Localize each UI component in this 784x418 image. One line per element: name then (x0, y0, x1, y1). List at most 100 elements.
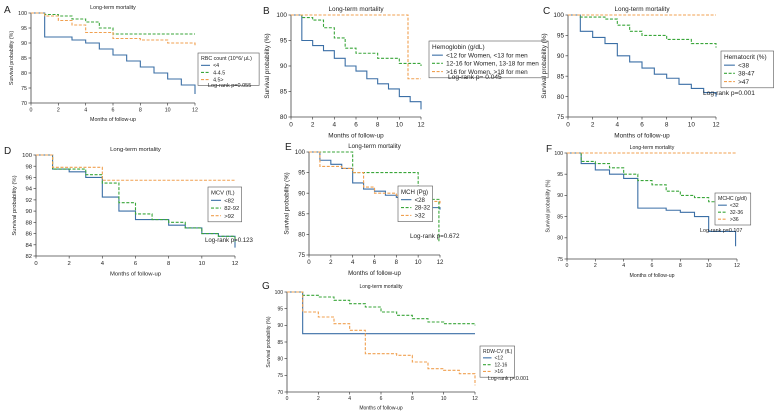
chart-title: Long-term mortality (614, 6, 670, 13)
legend-entry: <38 (738, 62, 749, 69)
x-tick-label: 12 (734, 263, 740, 269)
legend: Hemoglobin (g/dL)<12 for Women, <13 for … (428, 40, 549, 79)
legend-entry: 4-4.5 (213, 70, 225, 76)
series-line-2 (36, 154, 236, 242)
logrank-annotation: Log-rank p=0.107 (700, 228, 742, 234)
x-tick-label: 6 (354, 121, 358, 128)
y-tick-label: 100 (276, 12, 287, 19)
x-tick-label: 12 (472, 396, 478, 402)
x-axis-label: Months of follow-up (359, 406, 403, 412)
y-tick-label: 95 (557, 33, 565, 40)
x-tick-label: 4 (616, 121, 620, 128)
x-tick-label: 0 (307, 259, 311, 266)
y-tick-label: 85 (557, 214, 563, 220)
y-tick-label: 100 (275, 290, 284, 296)
y-tick-label: 90 (280, 63, 288, 70)
logrank-annotation: Log-rank p<0.001 (488, 376, 529, 382)
y-tick-label: 70 (21, 101, 27, 107)
x-tick-label: 0 (566, 263, 569, 269)
y-tick-label: 95 (277, 306, 283, 312)
legend-entry: >16 (495, 369, 504, 375)
legend: MCV (fL)<82 82-92 >92 (207, 186, 242, 223)
legend-entry: >47 (738, 79, 749, 86)
x-tick-label: 6 (134, 261, 138, 267)
x-axis-label: Months of follow-up (328, 132, 384, 139)
x-tick-label: 12 (417, 121, 425, 128)
x-tick-label: 4 (101, 261, 105, 267)
x-tick-label: 6 (651, 263, 654, 269)
y-tick-label: 100 (553, 12, 564, 19)
x-axis-label: Months of follow-up (348, 270, 401, 277)
x-tick-label: 2 (311, 121, 315, 128)
chart-title: Long-term mortality (348, 143, 401, 150)
legend-box (428, 40, 549, 79)
x-tick-label: 2 (57, 107, 60, 113)
x-tick-label: 4 (333, 121, 337, 128)
panel-label: F (546, 144, 552, 155)
series-line-1 (36, 154, 236, 248)
chart-panel-c: C Long-term mortality 0 2 4 6 8 10 12 75 80 85 90 95 1… (541, 6, 774, 139)
y-tick-label: 100 (22, 153, 33, 159)
y-tick-label: 85 (277, 340, 283, 346)
logrank-annotation: Log-rank p=0.001 (703, 90, 755, 97)
series-line-2 (567, 152, 738, 206)
y-tick-label: 80 (557, 94, 565, 101)
legend-entry: <4 (213, 63, 219, 69)
legend: RBC count (10^6/ μL)<44-4.54.5> (197, 52, 260, 86)
legend-entry: 38-47 (738, 71, 755, 78)
legend-entry: <12 (495, 356, 504, 362)
x-tick-label: 8 (167, 261, 171, 267)
y-tick-label: 88 (25, 220, 32, 226)
x-tick-label: 10 (706, 263, 712, 269)
x-tick-label: 6 (112, 107, 115, 113)
x-axis-label: Months of follow-up (630, 273, 675, 279)
x-tick-label: 8 (139, 107, 142, 113)
x-tick-label: 0 (566, 121, 570, 128)
legend: Hematocrit (%)<38 38-47>47 (720, 50, 774, 89)
x-tick-label: 0 (30, 107, 33, 113)
series-line-1 (31, 12, 196, 94)
legend-title: RBC count (10^6/ μL) (201, 56, 252, 62)
y-tick-label: 80 (280, 114, 288, 121)
x-tick-label: 2 (317, 396, 320, 402)
y-tick-label: 75 (298, 252, 305, 259)
y-axis-label: Survival probability (%) (545, 179, 551, 232)
chart-title: Long-term mortality (630, 145, 675, 151)
chart-title: Long-term mortality (110, 147, 161, 153)
legend-entry: >92 (224, 214, 234, 220)
x-tick-label: 2 (591, 121, 595, 128)
y-tick-label: 86 (25, 232, 32, 238)
y-tick-label: 84 (25, 243, 32, 249)
y-tick-label: 80 (21, 71, 27, 77)
y-tick-label: 90 (277, 323, 283, 329)
panel-label: E (285, 142, 292, 153)
legend-entry: <12 for Women, <13 for men (446, 52, 528, 59)
y-tick-label: 75 (557, 257, 563, 263)
panel-label: D (4, 146, 11, 157)
series-line-3 (36, 154, 235, 181)
series-line-1 (291, 14, 422, 110)
legend-entry: >36 (730, 217, 739, 223)
y-tick-label: 90 (557, 193, 563, 199)
series-line-3 (287, 291, 476, 386)
y-tick-label: 85 (280, 89, 288, 96)
x-tick-label: 4 (622, 263, 625, 269)
x-tick-label: 12 (192, 107, 198, 113)
series-line-3 (31, 12, 196, 46)
legend-entry: 12-16 (495, 362, 508, 368)
x-tick-label: 12 (232, 261, 239, 267)
legend-entry: >16 for Women, >18 for men (446, 69, 528, 76)
panel-label: A (4, 5, 11, 16)
x-tick-label: 6 (380, 396, 383, 402)
x-tick-label: 12 (712, 121, 720, 128)
x-tick-label: 4 (84, 107, 87, 113)
x-tick-label: 6 (640, 121, 644, 128)
chart-panel-e: E Long-term mortality 0 2 4 6 8 10 12 75 80 85 90 95 1… (283, 142, 460, 277)
x-tick-label: 8 (376, 121, 380, 128)
y-tick-label: 100 (18, 11, 27, 17)
y-tick-label: 98 (25, 164, 32, 170)
